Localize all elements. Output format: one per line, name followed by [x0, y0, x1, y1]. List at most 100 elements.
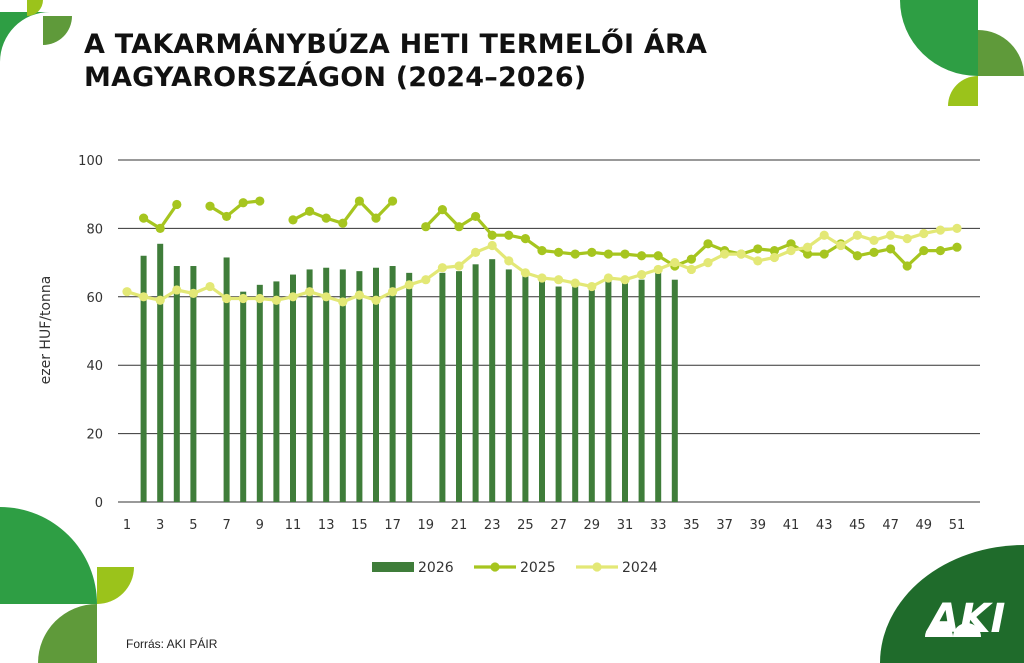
x-tick-label: 1	[123, 518, 131, 533]
x-tick-label: 11	[285, 518, 302, 533]
x-tick-label: 33	[650, 518, 667, 533]
bar-2026-week-2	[140, 255, 147, 502]
point-2024-week-32	[637, 269, 647, 280]
point-2025-week-13	[321, 213, 331, 223]
point-2024-week-24	[504, 256, 514, 266]
point-2024-week-35	[686, 264, 697, 275]
point-2024-week-10	[271, 295, 281, 305]
point-2024-week-9	[255, 293, 265, 304]
y-axis-ticks: 0 20 40 60 80 100	[78, 154, 103, 511]
x-tick-label: 19	[418, 518, 435, 533]
point-2024-week-49	[919, 228, 929, 239]
x-axis-ticks: 1 3 5 7 9 11 13 15 17 19 21 23 25 27 29 31 33 35 37 39 41 43 4…	[123, 518, 965, 533]
point-2025-week-19	[421, 222, 431, 232]
bar-2026-week-21	[456, 271, 462, 502]
point-2024-week-22	[471, 247, 481, 257]
point-2024-week-43	[819, 230, 829, 240]
leaf-shape	[43, 16, 72, 45]
point-2024-week-51	[952, 223, 962, 233]
legend-swatch-marker	[490, 562, 500, 572]
point-2025-week-20	[437, 204, 447, 215]
point-2024-week-4	[172, 285, 182, 295]
point-2024-week-5	[188, 288, 198, 298]
point-2024-week-36	[703, 258, 713, 268]
point-2025-week-40	[769, 246, 780, 256]
point-2024-week-17	[388, 287, 398, 297]
x-tick-label: 23	[484, 518, 501, 533]
point-2025-week-16	[371, 213, 381, 223]
point-2024-week-45	[852, 230, 863, 240]
y-tick-label: 40	[86, 359, 103, 374]
point-2024-week-15	[354, 290, 364, 300]
bar-2026-week-10	[273, 281, 280, 502]
point-2025-week-46	[869, 247, 879, 257]
x-tick-label: 15	[351, 518, 368, 533]
bar-2026-week-27	[555, 286, 562, 502]
bar-2026-week-13	[323, 267, 330, 502]
bar-2026-week-5	[190, 266, 197, 502]
bar-2026-week-32	[638, 279, 645, 502]
point-2025-week-29	[587, 247, 597, 257]
bar-2026-week-11	[290, 274, 296, 502]
x-tick-label: 13	[318, 518, 335, 533]
point-2025-week-42	[803, 249, 813, 259]
point-2025-week-27	[554, 247, 564, 257]
bar-2026-week-9	[256, 284, 263, 502]
point-2024-week-21	[454, 261, 464, 271]
y-tick-label: 0	[95, 496, 103, 511]
point-2024-week-12	[305, 287, 315, 297]
x-tick-label: 7	[222, 518, 230, 533]
logo-background	[880, 545, 1024, 663]
point-2025-week-49	[919, 246, 929, 256]
point-2025-week-11	[288, 215, 298, 225]
x-tick-label: 49	[916, 518, 933, 533]
chart-title-line-1: A TAKARMÁNYBÚZA HETI TERMELŐI ÁRA	[84, 29, 708, 60]
x-tick-label: 3	[156, 518, 164, 533]
bar-2026-week-26	[539, 281, 545, 502]
point-2025-week-9	[255, 196, 265, 206]
point-2025-week-23	[487, 230, 497, 240]
point-2024-week-48	[902, 234, 912, 244]
legend-item-2025: 2025	[474, 560, 556, 576]
x-tick-label: 41	[783, 518, 800, 533]
point-2024-week-30	[603, 273, 614, 283]
logo-arc	[925, 623, 953, 637]
y-tick-label: 60	[86, 291, 103, 306]
leaf-shape	[0, 12, 50, 62]
point-2025-week-30	[603, 249, 614, 259]
point-2025-week-32	[637, 251, 647, 261]
x-tick-label: 25	[517, 518, 534, 533]
point-2024-week-31	[620, 275, 630, 285]
legend-swatch-marker	[592, 562, 602, 572]
point-2024-week-23	[487, 240, 497, 251]
point-2025-week-2	[139, 213, 149, 223]
point-2025-week-31	[620, 249, 630, 259]
x-tick-label: 37	[716, 518, 733, 533]
legend-swatch-bar	[372, 562, 414, 572]
legend-item-2024: 2024	[576, 560, 658, 576]
x-tick-label: 5	[189, 518, 197, 533]
x-tick-label: 45	[849, 518, 866, 533]
chart-gridlines	[118, 159, 980, 503]
point-2024-week-13	[321, 292, 331, 302]
point-2025-week-7	[222, 211, 232, 222]
bar-2026-week-3	[157, 243, 164, 503]
point-2025-week-36	[703, 239, 713, 249]
series-2024-line	[122, 223, 962, 307]
point-2024-week-29	[587, 281, 597, 292]
bottom-right-logo-shape	[880, 545, 1024, 663]
point-2024-week-8	[238, 293, 248, 304]
point-2024-week-38	[736, 249, 746, 259]
point-2024-week-19	[421, 275, 431, 285]
point-2025-week-6	[205, 201, 215, 211]
y-axis-label: ezer HUF/tonna	[38, 276, 54, 385]
bar-2026-week-34	[671, 279, 678, 502]
point-2025-week-26	[537, 246, 547, 256]
point-2025-week-14	[338, 218, 348, 228]
bar-2026-week-18	[406, 272, 413, 502]
bar-2026-week-7	[223, 257, 230, 502]
x-tick-label: 17	[384, 518, 401, 533]
bar-2026-week-22	[472, 264, 479, 502]
leaf-shape	[900, 0, 978, 76]
